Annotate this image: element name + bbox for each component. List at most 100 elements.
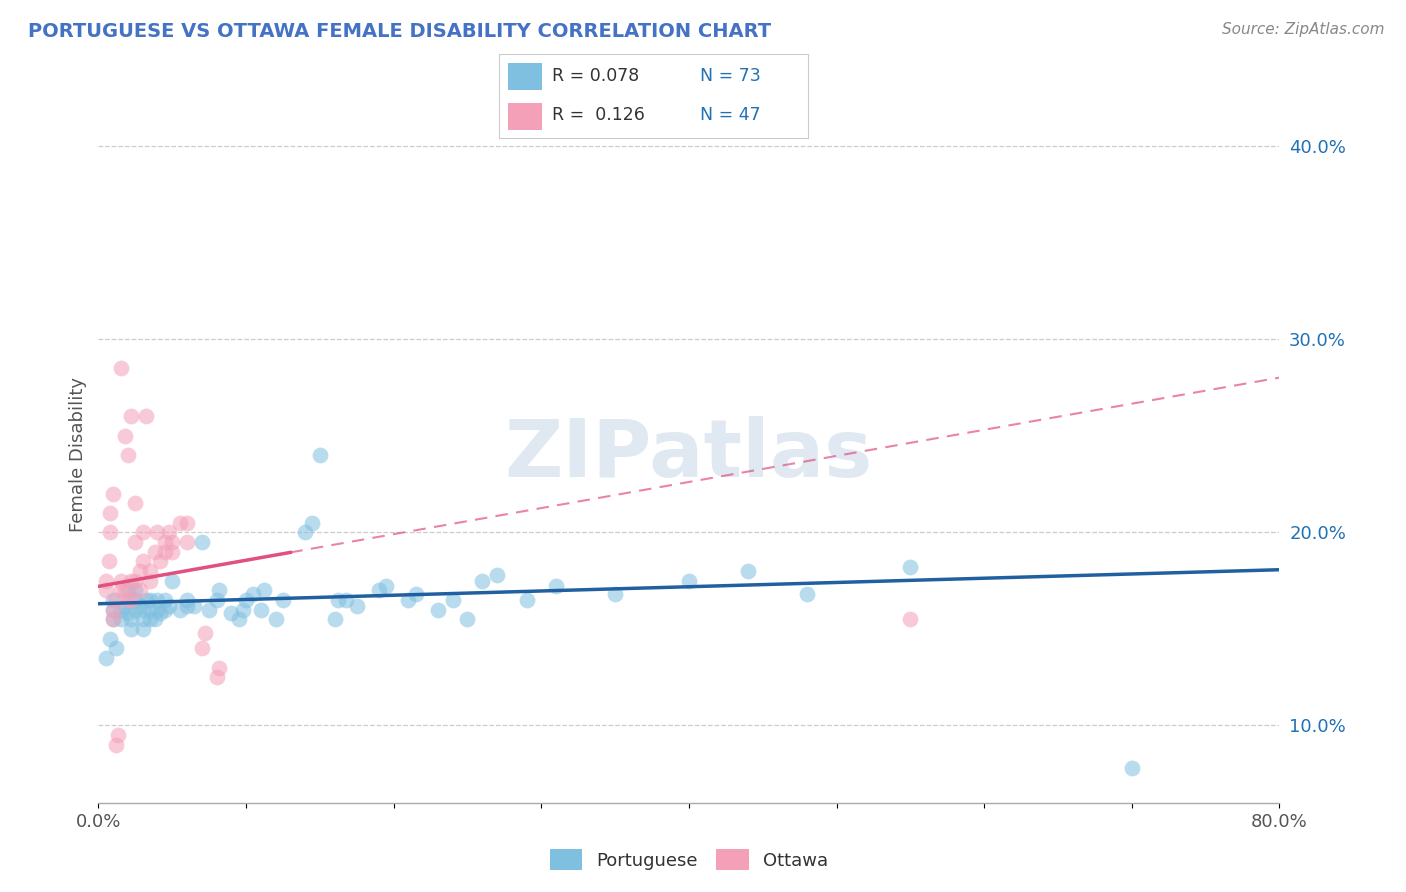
Point — [176, 599, 198, 613]
Point — [124, 496, 146, 510]
Point — [375, 579, 398, 593]
Point — [124, 574, 146, 588]
Point — [176, 516, 198, 530]
Point — [139, 564, 162, 578]
Text: Source: ZipAtlas.com: Source: ZipAtlas.com — [1222, 22, 1385, 37]
Point — [105, 738, 128, 752]
Point — [103, 486, 125, 500]
Point — [264, 612, 287, 626]
Point — [143, 612, 166, 626]
Point — [191, 534, 214, 549]
Point — [120, 574, 142, 588]
Point — [323, 612, 346, 626]
Point — [250, 602, 273, 616]
Point — [146, 602, 169, 616]
Point — [486, 567, 509, 582]
Point — [737, 564, 759, 578]
Point — [110, 361, 132, 376]
Point — [110, 583, 132, 598]
Text: R = 0.078: R = 0.078 — [551, 68, 638, 86]
Point — [132, 602, 155, 616]
Point — [124, 583, 146, 598]
Point — [253, 583, 276, 598]
Point — [114, 583, 136, 598]
Point — [105, 641, 128, 656]
Point — [139, 574, 162, 588]
Point — [120, 409, 142, 424]
Legend: Portuguese, Ottawa: Portuguese, Ottawa — [543, 842, 835, 877]
Point — [120, 622, 142, 636]
Point — [157, 599, 180, 613]
Point — [132, 622, 155, 636]
Point — [162, 544, 183, 558]
Point — [139, 612, 162, 626]
Point — [139, 602, 162, 616]
Point — [128, 583, 150, 598]
Point — [205, 592, 228, 607]
Point — [796, 587, 818, 601]
Point — [335, 592, 357, 607]
Point — [183, 599, 205, 613]
Point — [135, 409, 157, 424]
Point — [124, 602, 146, 616]
Text: PORTUGUESE VS OTTAWA FEMALE DISABILITY CORRELATION CHART: PORTUGUESE VS OTTAWA FEMALE DISABILITY C… — [28, 22, 772, 41]
Text: R =  0.126: R = 0.126 — [551, 106, 644, 124]
Point — [105, 592, 128, 607]
Point — [162, 534, 183, 549]
Point — [98, 506, 121, 520]
Point — [271, 592, 294, 607]
Point — [456, 612, 478, 626]
Text: ZIPatlas: ZIPatlas — [505, 416, 873, 494]
Point — [146, 525, 169, 540]
Point — [120, 592, 142, 607]
Point — [205, 670, 228, 684]
Point — [149, 554, 172, 568]
Point — [149, 607, 172, 621]
Text: N = 73: N = 73 — [700, 68, 761, 86]
Point — [176, 534, 198, 549]
Point — [103, 592, 125, 607]
Point — [228, 612, 250, 626]
Point — [900, 612, 922, 626]
Point — [103, 612, 125, 626]
Point — [194, 625, 217, 640]
Point — [208, 660, 231, 674]
Point — [678, 574, 700, 588]
Point — [153, 534, 176, 549]
Point — [132, 554, 155, 568]
Point — [191, 641, 214, 656]
Point — [396, 592, 419, 607]
Bar — [509, 103, 543, 130]
Point — [544, 579, 567, 593]
Point — [294, 525, 316, 540]
Point — [146, 592, 169, 607]
Point — [124, 534, 146, 549]
Point — [162, 574, 183, 588]
Point — [107, 728, 129, 742]
Point — [153, 602, 176, 616]
Point — [405, 587, 427, 601]
Point — [232, 602, 254, 616]
Point — [114, 599, 136, 613]
Point — [235, 592, 257, 607]
Point — [471, 574, 494, 588]
Point — [309, 448, 332, 462]
Point — [132, 525, 155, 540]
Point — [301, 516, 323, 530]
Point — [169, 516, 191, 530]
Point — [169, 602, 191, 616]
Point — [117, 592, 139, 607]
Point — [114, 428, 136, 442]
Point — [110, 574, 132, 588]
Point — [219, 607, 242, 621]
Point — [605, 587, 627, 601]
Point — [427, 602, 450, 616]
Point — [110, 602, 132, 616]
Point — [128, 564, 150, 578]
Point — [94, 574, 117, 588]
Point — [124, 592, 146, 607]
Point — [157, 525, 180, 540]
Point — [103, 602, 125, 616]
Point — [208, 583, 231, 598]
Point — [153, 592, 176, 607]
